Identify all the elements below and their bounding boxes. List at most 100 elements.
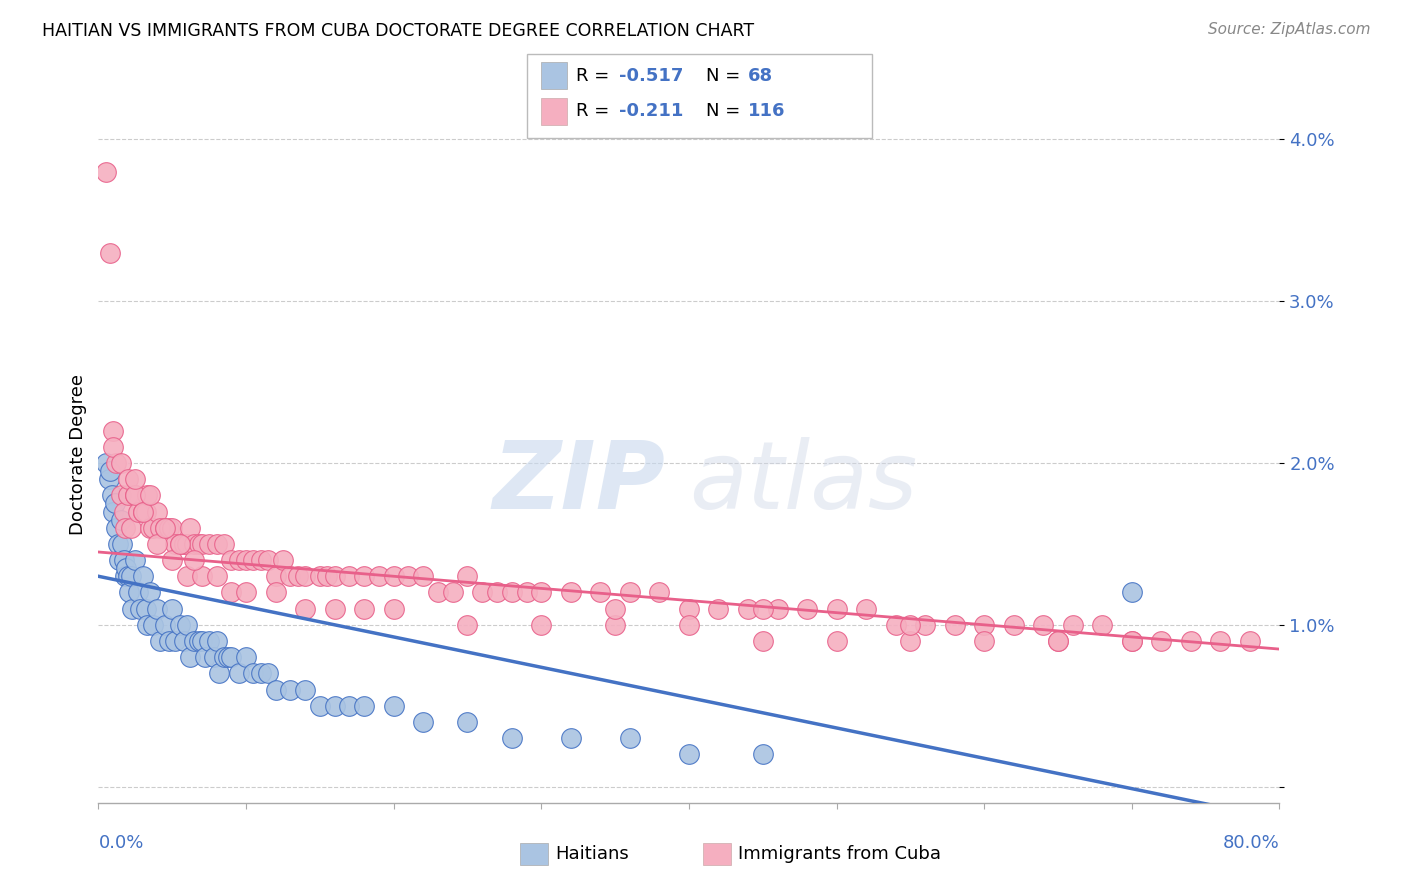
- Point: [98, 464, 121, 478]
- Point: [605, 617, 627, 632]
- Point: [294, 569, 316, 583]
- Point: [157, 521, 180, 535]
- Point: [103, 504, 125, 518]
- Text: Source: ZipAtlas.com: Source: ZipAtlas.com: [1208, 22, 1371, 37]
- Point: [412, 569, 434, 583]
- Point: [501, 731, 523, 745]
- Point: [884, 617, 907, 632]
- Point: [191, 537, 214, 551]
- Point: [183, 634, 205, 648]
- Point: [486, 585, 509, 599]
- Point: [169, 537, 191, 551]
- Point: [1046, 634, 1069, 648]
- Point: [648, 585, 671, 599]
- Point: [153, 521, 176, 535]
- Point: [530, 617, 553, 632]
- Point: [111, 537, 134, 551]
- Point: [368, 569, 391, 583]
- Point: [179, 521, 201, 535]
- Point: [139, 521, 162, 535]
- Point: [396, 569, 419, 583]
- Point: [142, 617, 165, 632]
- Point: [136, 488, 159, 502]
- Point: [294, 682, 316, 697]
- Point: [127, 585, 149, 599]
- Point: [412, 714, 434, 729]
- Point: [114, 569, 136, 583]
- Point: [825, 634, 848, 648]
- Text: N =: N =: [706, 103, 745, 120]
- Point: [121, 601, 143, 615]
- Text: 0.0%: 0.0%: [98, 834, 143, 852]
- Point: [751, 747, 773, 762]
- Point: [149, 634, 172, 648]
- Text: ZIP: ZIP: [492, 437, 665, 529]
- Point: [973, 617, 995, 632]
- Point: [1046, 634, 1069, 648]
- Text: -0.211: -0.211: [619, 103, 683, 120]
- Point: [173, 634, 195, 648]
- Point: [202, 650, 225, 665]
- Point: [169, 537, 191, 551]
- Point: [530, 585, 553, 599]
- Point: [1121, 634, 1143, 648]
- Point: [120, 569, 142, 583]
- Point: [162, 553, 183, 567]
- Point: [250, 666, 273, 681]
- Point: [1180, 634, 1202, 648]
- Point: [112, 504, 135, 518]
- Point: [176, 617, 198, 632]
- Point: [176, 537, 198, 551]
- Point: [382, 569, 405, 583]
- Point: [117, 488, 139, 502]
- Point: [1062, 617, 1084, 632]
- Point: [678, 747, 700, 762]
- Point: [456, 617, 478, 632]
- Text: N =: N =: [706, 67, 745, 85]
- Point: [1150, 634, 1173, 648]
- Point: [97, 472, 120, 486]
- Point: [124, 553, 146, 567]
- Point: [323, 569, 346, 583]
- Point: [105, 456, 128, 470]
- Point: [110, 488, 132, 502]
- Point: [100, 488, 122, 502]
- Point: [135, 601, 157, 615]
- Point: [208, 666, 231, 681]
- Point: [619, 731, 641, 745]
- Point: [162, 601, 183, 615]
- Point: [217, 650, 239, 665]
- Point: [132, 569, 155, 583]
- Point: [124, 488, 146, 502]
- Point: [179, 650, 201, 665]
- Point: [264, 569, 287, 583]
- Point: [205, 634, 228, 648]
- Point: [323, 601, 346, 615]
- Point: [264, 585, 287, 599]
- Point: [943, 617, 966, 632]
- Text: Immigrants from Cuba: Immigrants from Cuba: [738, 845, 941, 863]
- Point: [169, 617, 191, 632]
- Point: [353, 698, 375, 713]
- Point: [112, 553, 135, 567]
- Point: [515, 585, 537, 599]
- Text: R =: R =: [576, 103, 616, 120]
- Point: [1002, 617, 1025, 632]
- Point: [278, 682, 302, 697]
- Point: [337, 569, 360, 583]
- Point: [501, 585, 523, 599]
- Point: [560, 731, 582, 745]
- Point: [1121, 585, 1143, 599]
- Point: [309, 698, 332, 713]
- Point: [142, 521, 165, 535]
- Point: [165, 634, 187, 648]
- Point: [162, 521, 183, 535]
- Point: [124, 488, 146, 502]
- Point: [1032, 617, 1054, 632]
- Text: R =: R =: [576, 67, 616, 85]
- Point: [157, 634, 180, 648]
- Point: [146, 601, 169, 615]
- Point: [337, 698, 360, 713]
- Point: [678, 601, 700, 615]
- Point: [219, 553, 242, 567]
